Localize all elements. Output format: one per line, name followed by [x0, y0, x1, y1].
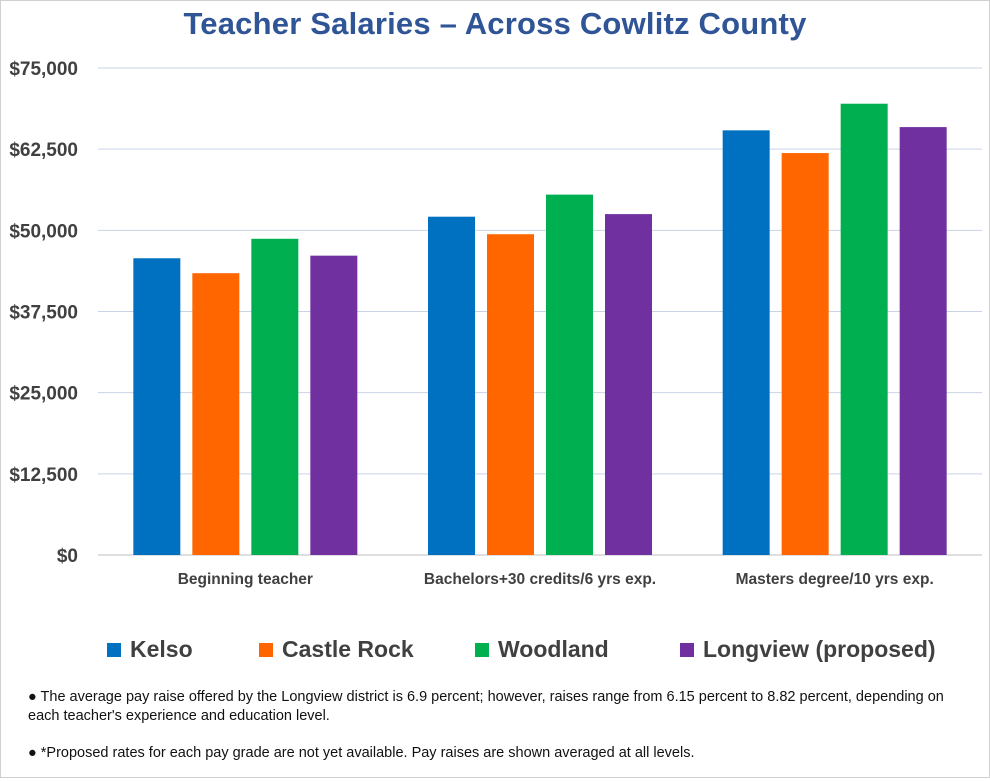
bar-longview-proposed: [605, 214, 652, 555]
legend-label-castle-rock: Castle Rock: [282, 636, 414, 662]
y-tick-label: $12,500: [9, 465, 78, 486]
legend-swatch-woodland: [475, 642, 489, 657]
bar-kelso: [722, 130, 770, 555]
chart-title: Teacher Salaries – Across Cowlitz County: [183, 6, 807, 41]
bar-kelso: [428, 216, 475, 555]
bar-castle-rock: [487, 234, 534, 555]
bar-woodland: [840, 103, 888, 556]
y-tick-label: $50,000: [9, 221, 78, 242]
y-tick-label: $25,000: [9, 384, 78, 405]
bar-castle-rock: [192, 273, 240, 555]
bar-castle-rock: [781, 153, 829, 555]
legend-swatch-kelso: [107, 642, 121, 657]
bar-woodland: [251, 238, 299, 556]
footnotes: ● The average pay raise offered by the L…: [28, 688, 968, 781]
y-tick-label: $37,500: [9, 303, 78, 324]
y-tick-label: $75,000: [9, 59, 78, 80]
legend-item-kelso: Kelso: [107, 636, 193, 663]
legend-label-woodland: Woodland: [498, 636, 609, 662]
bar-kelso: [133, 258, 181, 555]
legend-item-longview: Longview (proposed): [680, 636, 936, 663]
bar-woodland: [546, 194, 593, 555]
legend-swatch-castle-rock: [259, 642, 273, 657]
x-tick-label: Bachelors+30 credits/6 yrs exp.: [424, 571, 656, 588]
chart-legend: Kelso Castle Rock Woodland Longview (pro…: [0, 636, 990, 666]
legend-label-kelso: Kelso: [130, 636, 193, 662]
bar-longview-proposed: [899, 127, 947, 556]
y-tick-label: $0: [57, 546, 78, 567]
y-tick-label: $62,500: [9, 140, 78, 161]
legend-label-longview: Longview (proposed): [703, 636, 936, 662]
legend-swatch-longview: [680, 642, 694, 657]
legend-item-castle-rock: Castle Rock: [259, 636, 414, 663]
x-tick-label: Masters degree/10 yrs exp.: [736, 571, 934, 588]
legend-item-woodland: Woodland: [475, 636, 609, 663]
bar-chart: $0 $12,500 $25,000 $37,500 $50,000 $62,500 $75…: [9, 59, 982, 588]
x-tick-label: Beginning teacher: [178, 571, 313, 588]
footnote-pay-raise: ● The average pay raise offered by the L…: [28, 689, 944, 724]
bar-longview-proposed: [310, 255, 358, 555]
footnote-proposed-rates: ● *Proposed rates for each pay grade are…: [28, 745, 695, 761]
